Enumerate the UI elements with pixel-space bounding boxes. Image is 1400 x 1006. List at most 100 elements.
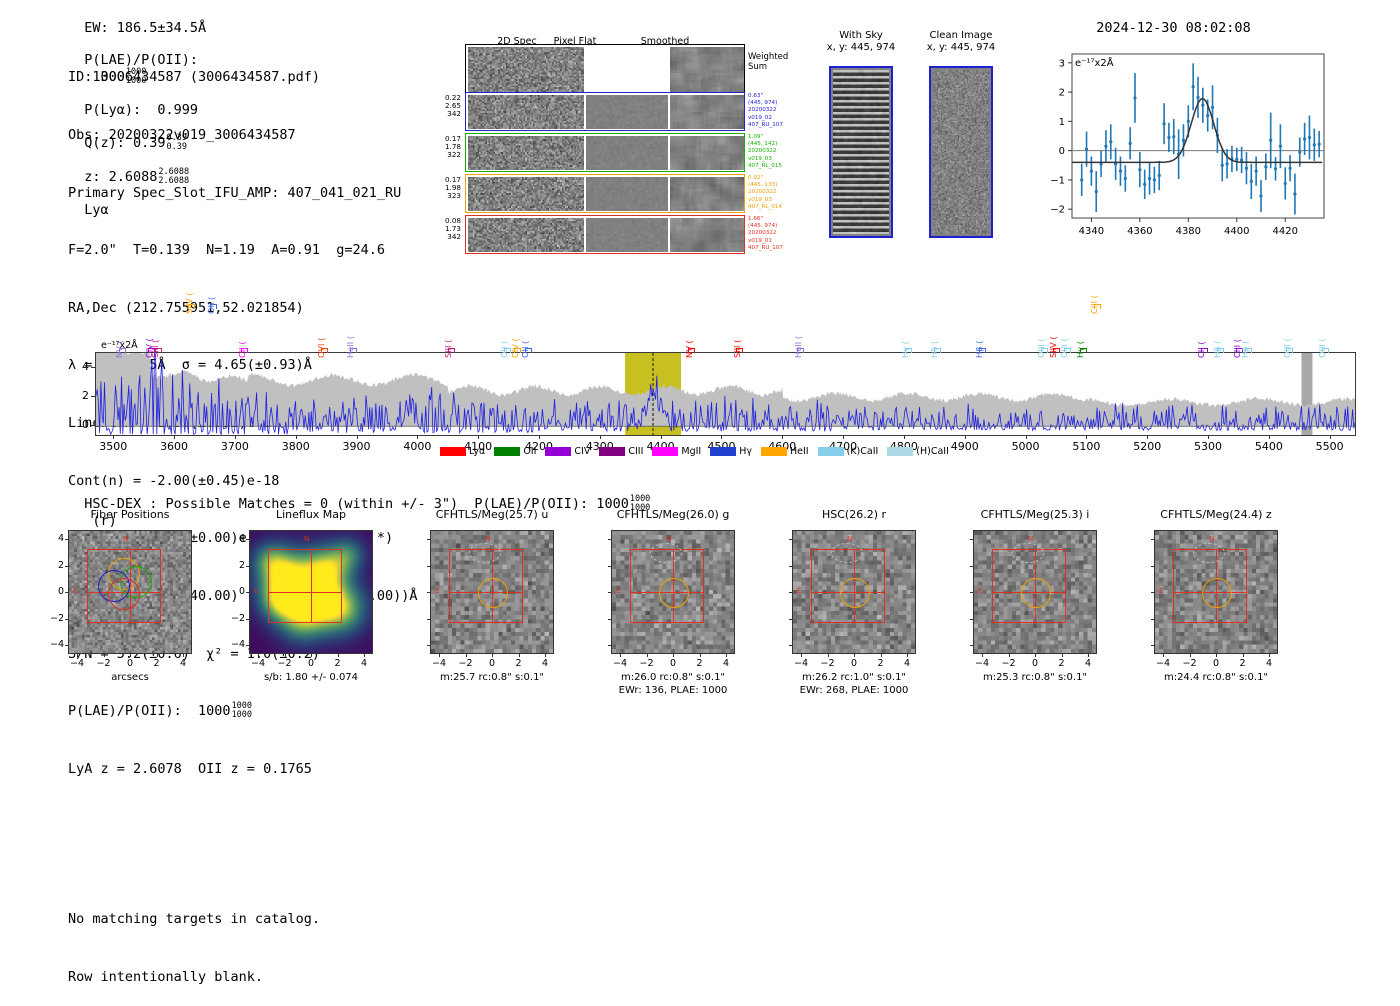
fit-datapoint [1293, 192, 1297, 196]
cutout-xtick-mark [854, 654, 855, 657]
fiber-meta-line: 20200322 [748, 107, 777, 114]
cutout-title: CFHTLS/Meg(26.0) g [616, 508, 730, 521]
cutout-ytick-mark [246, 618, 249, 620]
spectrum-line-bracket [1079, 348, 1087, 353]
cutout-xtick-mark [183, 654, 184, 657]
compass-north-label: N [304, 535, 310, 543]
spectrum-xtick: 3900 [342, 440, 371, 453]
secondary-marker-circle [1193, 543, 1225, 563]
header-z-sub: 2.6088 [158, 176, 190, 186]
spectrum-xtick: 4900 [950, 440, 979, 453]
fit-xtick: 4400 [1224, 226, 1249, 237]
fit-datapoint [1307, 135, 1312, 140]
fit-datapoint [1084, 147, 1089, 151]
cutout-xtick: 2 [696, 658, 703, 669]
fiber-stat: 1.98 [444, 183, 461, 193]
cutout-caption-line1: s/b: 1.80 +/- 0.074 [263, 672, 359, 683]
legend-item: Hγ [710, 446, 752, 457]
secondary-marker-circle [469, 543, 501, 563]
cutout-ytick: 4 [238, 533, 245, 544]
cutout-xtick-mark [1242, 654, 1244, 657]
fit-datapoint [1249, 179, 1253, 183]
legend-swatch [599, 447, 626, 456]
cutout-ytick-mark [789, 618, 792, 620]
compass-north-label: N [1209, 535, 1215, 543]
cutout-caption-line2: EWr: 268, PLAE: 1000 [799, 684, 909, 696]
cutout-ytick-mark [789, 565, 792, 567]
fiber-stat: 0.17 [444, 134, 461, 143]
fit-ytick: 3 [1059, 58, 1065, 69]
header-plae-value: 1000 [92, 69, 125, 85]
spectrum-line-bracket [447, 348, 455, 353]
cutout-xtick-mark [518, 654, 520, 657]
sky-panel-coords: x, y: 445, 974 [926, 42, 996, 53]
spectrum-line-bracket [503, 348, 511, 353]
masked-region-band [1301, 353, 1313, 435]
spectrum-xtick-mark [174, 435, 176, 439]
fiber-stat: 342 [447, 232, 461, 242]
spectrum-xtick-mark [1268, 435, 1270, 439]
compass-north-label: N [485, 535, 491, 543]
fit-ytick: 0 [1059, 146, 1065, 157]
spectrum-xtick: 5400 [1254, 440, 1283, 453]
header-qz-label: Q(z): 0.39 [84, 135, 166, 151]
compass-east-label: E [73, 587, 78, 595]
fit-datapoint [1181, 138, 1186, 142]
spectrum-xtick: 3700 [220, 440, 249, 453]
spectrum-line-bracket [210, 304, 218, 309]
fit-datapoint [1109, 140, 1113, 144]
fiber-meta-line: 20200322 [748, 148, 777, 155]
spectrum-line-bracket [1322, 348, 1330, 353]
info-line-radec: RA,Dec (212.755951,52.021854) [68, 299, 304, 316]
spectrum-xtick: 5500 [1315, 440, 1344, 453]
fiber-stat: 2.65 [444, 101, 461, 111]
fiber-meta-line: 20200322 [748, 230, 777, 237]
cutout-xtick: 0 [1212, 658, 1220, 669]
legend-item: MgII [652, 446, 701, 457]
spectrum-line-bracket [688, 348, 696, 353]
cutout-ytick-mark [427, 645, 430, 646]
fiber-meta-line: v019_01 [748, 237, 772, 244]
cutout-ytick-mark [246, 539, 249, 540]
cutout-ytick-mark [246, 592, 249, 593]
cutout-xtick-mark [311, 654, 312, 657]
timestamp: 2024-12-30 08:02:08 [1096, 20, 1251, 36]
sky-panel-caption: Clean Image x, y: 445, 974 [911, 30, 1011, 54]
legend-swatch [761, 447, 787, 456]
spectrum-line-bracket [188, 304, 196, 309]
fit-datapoint [1118, 169, 1123, 173]
cutout-ytick-mark [970, 618, 973, 620]
cutout-ytick-mark [608, 539, 611, 540]
cutout-xtick: 0 [307, 658, 315, 669]
fit-datapoint [1167, 135, 1171, 140]
weighted-sum-label: Weighted Sum [748, 52, 788, 72]
spectrum-line-bracket [1286, 348, 1294, 353]
legend-item: (H)CaII [887, 446, 949, 457]
fit-datapoint [1273, 167, 1278, 171]
secondary-marker-circle [650, 543, 682, 563]
cutout-xtick: 0 [669, 658, 677, 669]
secondary-marker-circle [1012, 543, 1044, 563]
spectrum-ytick-mark [91, 395, 95, 397]
spectrum-line-bracket [1244, 348, 1252, 353]
compass-north-label: N [123, 535, 129, 543]
fiber-meta-line: 0.92" [748, 175, 764, 181]
fit-datapoint [1089, 169, 1093, 173]
spectrum-xtick-mark [113, 435, 115, 439]
cutout-ytick-mark [608, 645, 611, 646]
fit-datapoint [1283, 181, 1287, 186]
fit-datapoint [1254, 169, 1258, 173]
compass-east-label: E [797, 587, 802, 595]
spec2d-strip [465, 44, 745, 94]
cutout-xtick-mark [77, 654, 78, 657]
cutout-ytick-mark [789, 539, 792, 540]
legend-item: CIV [545, 446, 590, 457]
cutout-ytick-mark [427, 565, 430, 567]
